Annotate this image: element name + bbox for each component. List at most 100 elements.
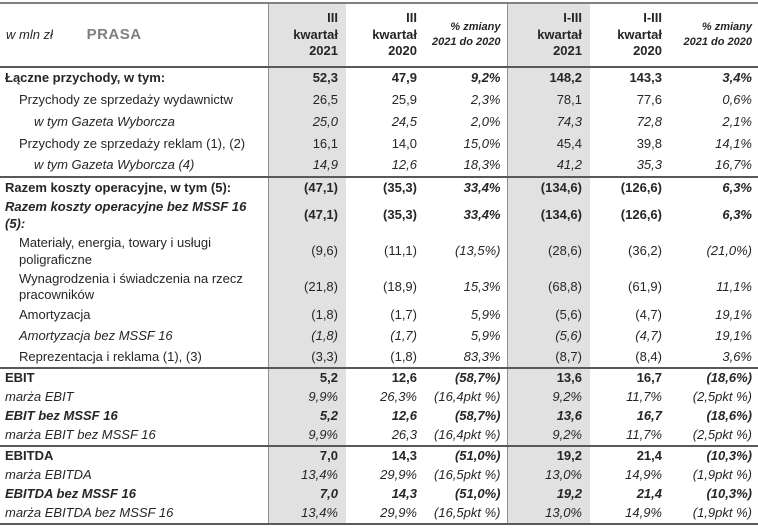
cell-chg-ytd: (18,6%) xyxy=(670,367,758,389)
table-row: EBIT 5,2 12,6 (58,7%) 13,6 16,7 (18,6%) xyxy=(0,367,758,389)
cell-ytd-2021: 74,3 xyxy=(506,111,590,133)
cell-ytd-2020: (126,6) xyxy=(590,176,670,198)
cell-q3-2020: 12,6 xyxy=(346,367,425,389)
cell-q3-2020: 14,3 xyxy=(391,486,417,502)
cell-ytd-2021: (134,6) xyxy=(506,198,590,234)
cell-ytd-2020: 14,9% xyxy=(590,504,670,525)
cell-q3-2020: (1,7) xyxy=(390,328,417,344)
cell-ytd-2021: 19,2 xyxy=(506,445,590,467)
cell-chg-ytd: 0,6% xyxy=(722,91,752,107)
cell-ytd-2021: 13,6 xyxy=(506,407,590,427)
cell-ytd-2020: 39,8 xyxy=(636,135,662,151)
cell-chg-quarter: 5,9% xyxy=(470,307,501,323)
cell-q3-2020: (35,3) xyxy=(346,176,425,198)
cell-chg-quarter: (16,4pkt %) xyxy=(434,427,501,443)
cell-q3-2020: 26,3 xyxy=(391,427,417,443)
cell-chg-ytd: (2,5pkt %) xyxy=(692,427,752,443)
cell-q3-2020: (1,8) xyxy=(390,348,417,364)
row-label: Wynagrodzenia i świadczenia na rzecz pra… xyxy=(19,270,243,303)
cell-ytd-2020: (36,2) xyxy=(628,243,662,259)
cell-q3-2021: 9,9% xyxy=(267,388,346,408)
cell-ytd-2021: 41,2 xyxy=(506,155,590,177)
cell-q3-2020: 26,3% xyxy=(380,389,417,405)
cell-ytd-2021: 9,2% xyxy=(506,388,590,408)
table-row: Materiały, energia, towary i usługi poli… xyxy=(0,233,758,270)
cell-ytd-2021: (28,6) xyxy=(506,233,590,270)
row-label: EBIT bez MSSF 16 xyxy=(5,408,118,424)
cell-ytd-2020: 35,3 xyxy=(636,157,662,173)
cell-q3-2021: (1,8) xyxy=(267,326,346,348)
table-row: Razem koszty operacyjne, w tym (5): (47,1… xyxy=(0,176,758,198)
cell-q3-2020: 47,9 xyxy=(391,70,417,86)
cell-chg-ytd: 19,1% xyxy=(715,328,752,344)
cell-chg-quarter: 15,3% xyxy=(463,279,501,294)
cell-ytd-2020: 21,4 xyxy=(590,445,670,467)
cell-ytd-2020: 11,7% xyxy=(626,427,662,443)
cell-q3-2020: (18,9) xyxy=(383,279,417,294)
table-row: Wynagrodzenia i świadczenia na rzecz pra… xyxy=(0,269,758,306)
row-label: w tym Gazeta Wyborcza (4) xyxy=(34,157,195,173)
cell-chg-ytd: 3,4% xyxy=(722,70,752,86)
cell-chg-quarter: 18,3% xyxy=(463,157,501,173)
row-label: EBIT xyxy=(0,367,268,389)
cell-chg-quarter: (51,0%) xyxy=(454,486,501,502)
cell-q3-2020: 29,9% xyxy=(346,504,425,525)
cell-q3-2020: (11,1) xyxy=(384,243,417,259)
cell-chg-quarter: (16,5pkt %) xyxy=(425,504,507,525)
cell-ytd-2021: 78,1 xyxy=(506,89,590,111)
row-label: Przychody ze sprzedaży reklam (1), (2) xyxy=(19,135,246,151)
table-body: Łączne przychody, w tym: 52,3 47,9 9,2% 148,… xyxy=(0,67,758,525)
table-row: EBITDA 7,0 14,3 (51,0%) 19,2 21,4 (10,3%) xyxy=(0,445,758,467)
cell-ytd-2020: 143,3 xyxy=(629,70,662,86)
cell-ytd-2020: 14,9% xyxy=(625,467,662,483)
row-label: Razem koszty operacyjne bez MSSF 16 (5): xyxy=(5,199,247,231)
cell-chg-quarter: 33,4% xyxy=(425,176,507,198)
row-label: EBITDA xyxy=(0,445,268,467)
cell-ytd-2020: 77,6 xyxy=(636,91,662,107)
table-row: Amortyzacja bez MSSF 16 (1,8) (1,7) 5,9% (5,… xyxy=(0,326,758,348)
page-title: PRASA xyxy=(86,26,142,44)
cell-ytd-2021: (134,6) xyxy=(506,176,590,198)
cell-chg-quarter: (16,5pkt %) xyxy=(434,467,501,483)
cell-ytd-2021: 19,2 xyxy=(506,485,590,505)
cell-q3-2021: (3,3) xyxy=(267,347,346,369)
cell-ytd-2020: 16,7 xyxy=(636,408,662,424)
row-label: marża EBIT bez MSSF 16 xyxy=(5,427,156,443)
cell-chg-quarter: (58,7%) xyxy=(454,408,501,424)
cell-chg-quarter: 2,0% xyxy=(470,113,501,129)
cell-ytd-2020: (4,7) xyxy=(635,328,662,344)
table-row: marża EBIT 9,9% 26,3% (16,4pkt %) 9,2% 11,7% (… xyxy=(0,388,758,408)
column-header-q3-2020: III kwartał 2020 xyxy=(346,3,425,68)
row-label: Amortyzacja bez MSSF 16 xyxy=(19,328,173,344)
cell-q3-2021: (1,8) xyxy=(267,305,346,327)
cell-q3-2020: 12,6 xyxy=(391,157,417,173)
row-label: marża EBITDA xyxy=(5,467,92,483)
cell-chg-quarter: (51,0%) xyxy=(425,445,507,467)
table-corner-cell: w mln zł PRASA xyxy=(0,3,268,68)
cell-q3-2020: 24,5 xyxy=(391,113,417,129)
cell-chg-ytd: 11,1% xyxy=(716,279,752,294)
cell-q3-2021: (47,1) xyxy=(267,198,346,234)
row-label: Amortyzacja xyxy=(19,307,91,323)
cell-chg-quarter: 5,9% xyxy=(470,328,501,344)
row-label: Razem koszty operacyjne, w tym (5): xyxy=(0,176,268,198)
cell-chg-ytd: (21,0%) xyxy=(706,243,752,259)
cell-q3-2021: 16,1 xyxy=(267,133,346,155)
cell-chg-quarter: 33,4% xyxy=(463,207,501,223)
cell-chg-quarter: 2,3% xyxy=(470,91,501,107)
cell-chg-ytd: 2,1% xyxy=(722,113,752,129)
cell-q3-2020: 25,9 xyxy=(391,91,417,107)
cell-q3-2021: 14,9 xyxy=(267,155,346,177)
table-row: EBITDA bez MSSF 16 7,0 14,3 (51,0%) 19,2 21,4… xyxy=(0,485,758,505)
cell-q3-2020: 14,0 xyxy=(391,135,417,151)
table-row: Reprezentacja i reklama (1), (3) (3,3) (1,… xyxy=(0,347,758,369)
cell-q3-2020: (35,3) xyxy=(383,207,417,223)
cell-chg-ytd: 19,1% xyxy=(715,307,752,323)
cell-ytd-2021: 13,0% xyxy=(506,466,590,486)
cell-ytd-2021: (5,6) xyxy=(506,305,590,327)
unit-label: w mln zł xyxy=(6,27,53,43)
table-row: Razem koszty operacyjne bez MSSF 16 (5):… xyxy=(0,198,758,234)
cell-ytd-2020: (126,6) xyxy=(620,207,662,223)
